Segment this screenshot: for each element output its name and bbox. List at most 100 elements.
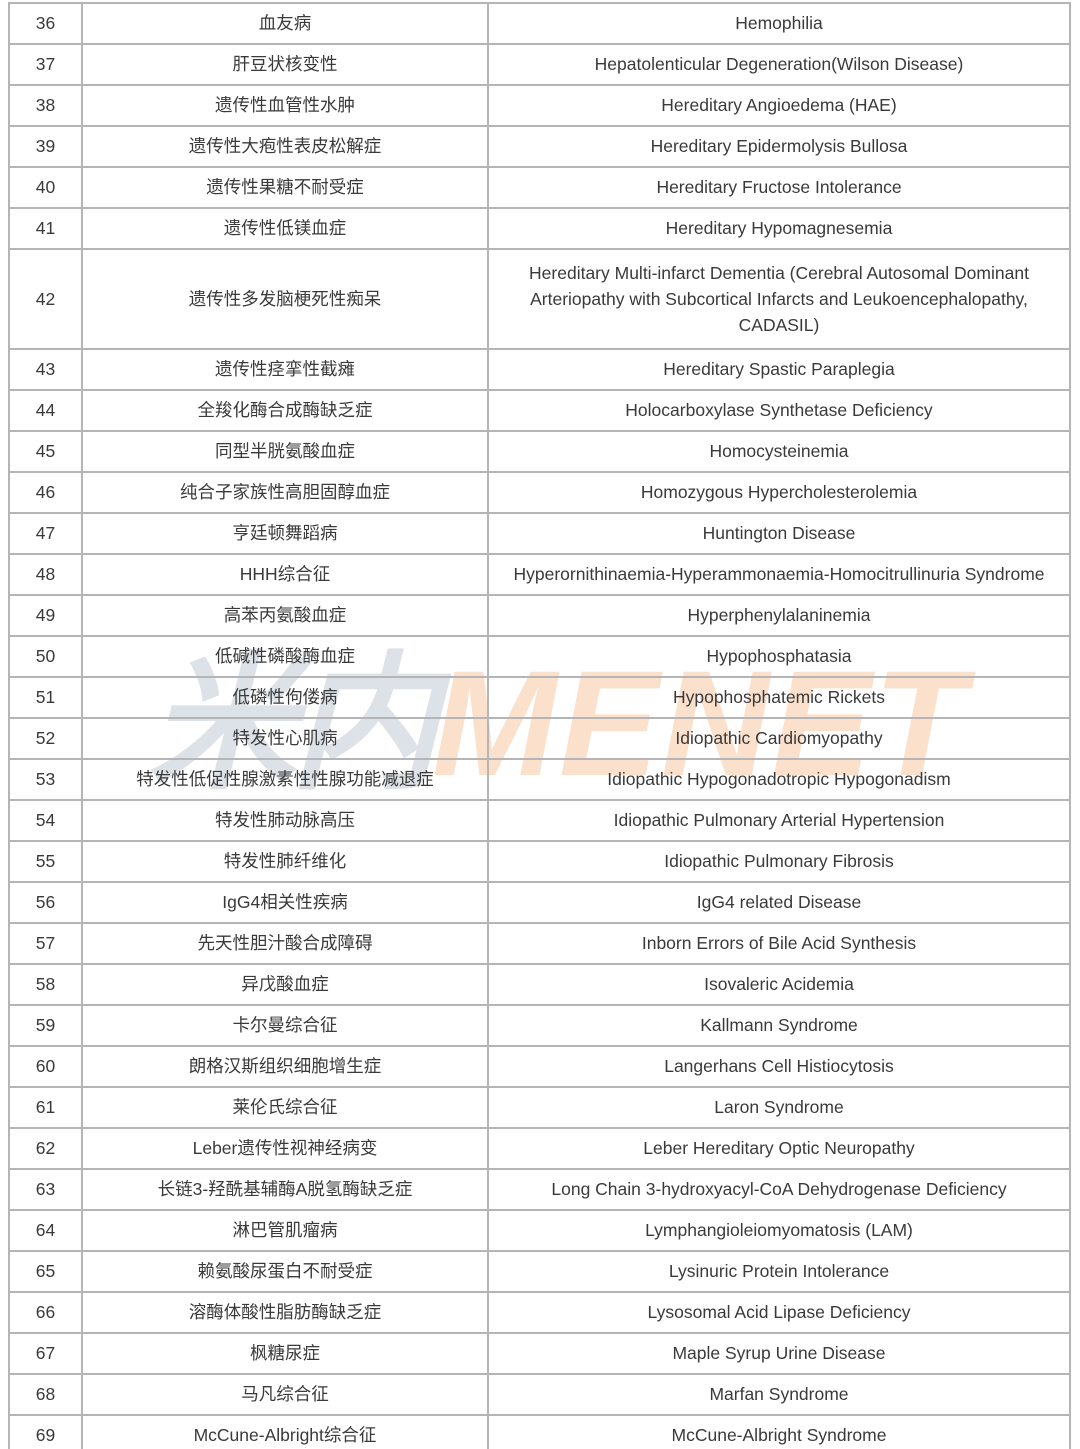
table-row: 52 特发性心肌病 Idiopathic Cardiomyopathy [8, 717, 1071, 760]
disease-name-cn-cell: 遗传性血管性水肿 [81, 84, 489, 127]
disease-name-en-cell: Hyperphenylalaninemia [487, 594, 1071, 637]
row-number-cell: 42 [8, 248, 83, 350]
disease-name-en-cell: IgG4 related Disease [487, 881, 1071, 924]
disease-name-en-cell: Inborn Errors of Bile Acid Synthesis [487, 922, 1071, 965]
disease-name-cn-cell: 卡尔曼综合征 [81, 1004, 489, 1047]
table-row: 42 遗传性多发脑梗死性痴呆 Hereditary Multi-infarct … [8, 248, 1071, 350]
row-number-cell: 38 [8, 84, 83, 127]
table-row: 49 高苯丙氨酸血症 Hyperphenylalaninemia [8, 594, 1071, 637]
disease-name-en-cell: Hypophosphatasia [487, 635, 1071, 678]
disease-name-cn-cell: 纯合子家族性高胆固醇血症 [81, 471, 489, 514]
disease-name-en-cell: Laron Syndrome [487, 1086, 1071, 1129]
table-row: 61 莱伦氏综合征 Laron Syndrome [8, 1086, 1071, 1129]
table-row: 67 枫糖尿症 Maple Syrup Urine Disease [8, 1332, 1071, 1375]
row-number-cell: 41 [8, 207, 83, 250]
table-row: 66 溶酶体酸性脂肪酶缺乏症 Lysosomal Acid Lipase Def… [8, 1291, 1071, 1334]
disease-name-en-cell: Hereditary Fructose Intolerance [487, 166, 1071, 209]
disease-name-en-cell: Leber Hereditary Optic Neuropathy [487, 1127, 1071, 1170]
row-number-cell: 48 [8, 553, 83, 596]
row-number-cell: 47 [8, 512, 83, 555]
table-row: 37 肝豆状核变性 Hepatolenticular Degeneration(… [8, 43, 1071, 86]
row-number-cell: 36 [8, 2, 83, 45]
disease-name-cn-cell: 赖氨酸尿蛋白不耐受症 [81, 1250, 489, 1293]
disease-name-cn-cell: 全羧化酶合成酶缺乏症 [81, 389, 489, 432]
disease-name-en-cell: Hereditary Spastic Paraplegia [487, 348, 1071, 391]
disease-name-cn-cell: 高苯丙氨酸血症 [81, 594, 489, 637]
disease-name-cn-cell: 遗传性大疱性表皮松解症 [81, 125, 489, 168]
row-number-cell: 61 [8, 1086, 83, 1129]
row-number-cell: 51 [8, 676, 83, 719]
table-row: 55 特发性肺纤维化 Idiopathic Pulmonary Fibrosis [8, 840, 1071, 883]
disease-name-en-cell: Homozygous Hypercholesterolemia [487, 471, 1071, 514]
table-row: 57 先天性胆汁酸合成障碍 Inborn Errors of Bile Acid… [8, 922, 1071, 965]
table-row: 58 异戊酸血症 Isovaleric Acidemia [8, 963, 1071, 1006]
disease-name-cn-cell: 长链3-羟酰基辅酶A脱氢酶缺乏症 [81, 1168, 489, 1211]
row-number-cell: 50 [8, 635, 83, 678]
disease-name-cn-cell: 朗格汉斯组织细胞增生症 [81, 1045, 489, 1088]
table-row: 45 同型半胱氨酸血症 Homocysteinemia [8, 430, 1071, 473]
disease-name-cn-cell: Leber遗传性视神经病变 [81, 1127, 489, 1170]
disease-name-en-cell: Huntington Disease [487, 512, 1071, 555]
table-row: 65 赖氨酸尿蛋白不耐受症 Lysinuric Protein Intolera… [8, 1250, 1071, 1293]
table-row: 48 HHH综合征 Hyperornithinaemia-Hyperammona… [8, 553, 1071, 596]
disease-name-en-cell: Idiopathic Pulmonary Fibrosis [487, 840, 1071, 883]
disease-name-en-cell: Hemophilia [487, 2, 1071, 45]
disease-name-en-cell: Hypophosphatemic Rickets [487, 676, 1071, 719]
disease-name-cn-cell: 特发性低促性腺激素性性腺功能减退症 [81, 758, 489, 801]
row-number-cell: 46 [8, 471, 83, 514]
disease-name-cn-cell: 亨廷顿舞蹈病 [81, 512, 489, 555]
disease-name-en-cell: Langerhans Cell Histiocytosis [487, 1045, 1071, 1088]
disease-name-en-cell: Isovaleric Acidemia [487, 963, 1071, 1006]
table-row: 54 特发性肺动脉高压 Idiopathic Pulmonary Arteria… [8, 799, 1071, 842]
row-number-cell: 56 [8, 881, 83, 924]
row-number-cell: 67 [8, 1332, 83, 1375]
table-row: 50 低碱性磷酸酶血症 Hypophosphatasia [8, 635, 1071, 678]
table-row: 43 遗传性痉挛性截瘫 Hereditary Spastic Paraplegi… [8, 348, 1071, 391]
row-number-cell: 54 [8, 799, 83, 842]
disease-name-en-cell: Lysinuric Protein Intolerance [487, 1250, 1071, 1293]
disease-name-cn-cell: HHH综合征 [81, 553, 489, 596]
table-row: 44 全羧化酶合成酶缺乏症 Holocarboxylase Synthetase… [8, 389, 1071, 432]
disease-name-cn-cell: 异戊酸血症 [81, 963, 489, 1006]
row-number-cell: 52 [8, 717, 83, 760]
table-row: 56 IgG4相关性疾病 IgG4 related Disease [8, 881, 1071, 924]
disease-name-cn-cell: 同型半胱氨酸血症 [81, 430, 489, 473]
disease-name-cn-cell: 马凡综合征 [81, 1373, 489, 1416]
disease-name-cn-cell: 莱伦氏综合征 [81, 1086, 489, 1129]
row-number-cell: 63 [8, 1168, 83, 1211]
row-number-cell: 45 [8, 430, 83, 473]
disease-name-en-cell: Idiopathic Hypogonadotropic Hypogonadism [487, 758, 1071, 801]
disease-name-en-cell: Kallmann Syndrome [487, 1004, 1071, 1047]
disease-name-cn-cell: 低碱性磷酸酶血症 [81, 635, 489, 678]
disease-name-en-cell: Holocarboxylase Synthetase Deficiency [487, 389, 1071, 432]
row-number-cell: 40 [8, 166, 83, 209]
row-number-cell: 44 [8, 389, 83, 432]
rare-disease-table-body: 36 血友病 Hemophilia 37 肝豆状核变性 Hepatolentic… [8, 2, 1071, 1449]
disease-name-en-cell: Lymphangioleiomyomatosis (LAM) [487, 1209, 1071, 1252]
disease-name-en-cell: Hereditary Multi-infarct Dementia (Cereb… [487, 248, 1071, 350]
table-row: 51 低磷性佝偻病 Hypophosphatemic Rickets [8, 676, 1071, 719]
disease-name-cn-cell: 先天性胆汁酸合成障碍 [81, 922, 489, 965]
disease-name-cn-cell: 肝豆状核变性 [81, 43, 489, 86]
table-row: 53 特发性低促性腺激素性性腺功能减退症 Idiopathic Hypogona… [8, 758, 1071, 801]
table-row: 59 卡尔曼综合征 Kallmann Syndrome [8, 1004, 1071, 1047]
disease-name-en-cell: Maple Syrup Urine Disease [487, 1332, 1071, 1375]
disease-name-en-cell: Long Chain 3-hydroxyacyl-CoA Dehydrogena… [487, 1168, 1071, 1211]
table-row: 68 马凡综合征 Marfan Syndrome [8, 1373, 1071, 1416]
table-row: 62 Leber遗传性视神经病变 Leber Hereditary Optic … [8, 1127, 1071, 1170]
disease-name-en-cell: Marfan Syndrome [487, 1373, 1071, 1416]
disease-name-en-cell: Hereditary Angioedema (HAE) [487, 84, 1071, 127]
row-number-cell: 37 [8, 43, 83, 86]
row-number-cell: 55 [8, 840, 83, 883]
row-number-cell: 64 [8, 1209, 83, 1252]
table-row: 47 亨廷顿舞蹈病 Huntington Disease [8, 512, 1071, 555]
disease-name-cn-cell: 遗传性果糖不耐受症 [81, 166, 489, 209]
disease-name-cn-cell: 特发性肺动脉高压 [81, 799, 489, 842]
disease-name-cn-cell: 遗传性多发脑梗死性痴呆 [81, 248, 489, 350]
disease-name-en-cell: Hereditary Hypomagnesemia [487, 207, 1071, 250]
disease-name-cn-cell: 低磷性佝偻病 [81, 676, 489, 719]
table-row: 46 纯合子家族性高胆固醇血症 Homozygous Hypercholeste… [8, 471, 1071, 514]
disease-name-cn-cell: IgG4相关性疾病 [81, 881, 489, 924]
table-row: 60 朗格汉斯组织细胞增生症 Langerhans Cell Histiocyt… [8, 1045, 1071, 1088]
disease-name-cn-cell: 特发性肺纤维化 [81, 840, 489, 883]
